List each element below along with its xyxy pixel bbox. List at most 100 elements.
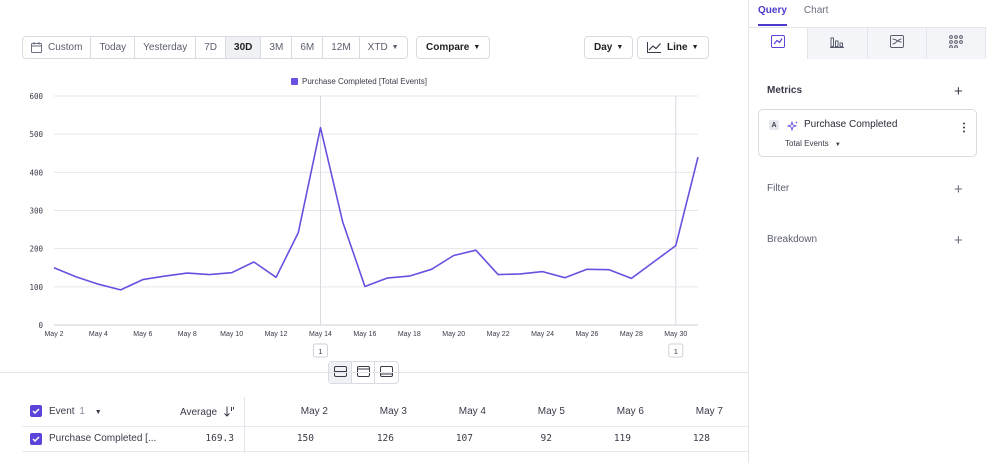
table-column-separator [244, 397, 245, 453]
row-event-name[interactable]: Purchase Completed [... [49, 433, 157, 444]
chevron-down-icon: ▼ [391, 44, 399, 51]
range-3m-button[interactable]: 3M [261, 37, 293, 58]
chart-table-divider [0, 372, 748, 373]
range-custom-label: Custom [48, 42, 83, 53]
check-icon [32, 408, 40, 414]
table-row: Purchase Completed [... 169.3 150 126 10… [22, 426, 748, 452]
chart-grid [54, 95, 698, 326]
grid-chart-type-button[interactable] [926, 28, 986, 59]
chevron-down-icon: ▼ [834, 142, 841, 148]
add-metric-button[interactable]: + [954, 83, 963, 100]
x-tick-label: May 24 [531, 331, 554, 338]
calendar-icon [31, 42, 42, 53]
annotation-label: 1 [318, 347, 322, 356]
y-tick-label: 400 [29, 168, 43, 177]
bar-chart-icon [830, 35, 845, 53]
row-date-value: 107 [455, 433, 473, 444]
metric-name: Purchase Completed [804, 119, 898, 130]
annotation-marker [312, 343, 328, 358]
tab-query[interactable]: Query [758, 5, 787, 26]
annotation-label: 1 [674, 347, 678, 356]
row-date-value: 119 [613, 433, 631, 444]
chart-type-label: Line [667, 42, 688, 53]
metric-measure-dropdown[interactable]: Total Events ▼ [785, 139, 841, 148]
y-tick-label: 600 [29, 92, 43, 101]
select-all-checkbox[interactable] [30, 405, 42, 417]
split-view-icon [333, 364, 347, 382]
average-header-label: Average [180, 407, 218, 418]
line-chart-type-button[interactable] [749, 28, 809, 59]
range-6m-button[interactable]: 6M [292, 37, 324, 58]
x-tick-label: May 6 [133, 331, 152, 338]
x-tick-label: May 2 [44, 331, 63, 338]
table-view-icon [380, 364, 393, 382]
x-tick-label: May 20 [442, 331, 465, 338]
annotation-marker [668, 343, 684, 358]
chart-series [53, 126, 699, 291]
x-tick-label: May 16 [353, 331, 376, 338]
range-xtd-label: XTD [367, 42, 388, 53]
average-column-header[interactable]: Average [180, 406, 235, 420]
chevron-down-icon: ▼ [616, 44, 624, 51]
chart-type-dropdown[interactable]: Line ▼ [637, 36, 709, 59]
bar-chart-type-button[interactable] [808, 28, 868, 59]
table-only-view-button[interactable] [375, 362, 398, 383]
range-7d-button[interactable]: 7D [196, 37, 227, 58]
flow-chart-icon [889, 34, 904, 53]
y-tick-label: 500 [29, 130, 43, 139]
flow-chart-type-button[interactable] [867, 28, 927, 59]
x-tick-label: May 30 [664, 331, 687, 338]
range-xtd-button[interactable]: XTD ▼ [360, 37, 407, 58]
more-options-icon[interactable] [962, 120, 966, 138]
granularity-dropdown[interactable]: Day ▼ [584, 36, 634, 59]
line-chart-icon [771, 34, 786, 53]
range-yesterday-button[interactable]: Yesterday [135, 37, 197, 58]
x-tick-label: May 8 [178, 331, 197, 338]
range-custom-button[interactable]: Custom [23, 37, 92, 58]
date-column-header[interactable]: May 7 [695, 406, 723, 417]
date-column-header[interactable]: May 6 [616, 406, 644, 417]
x-tick-label: May 12 [265, 331, 288, 338]
compare-label: Compare [426, 42, 470, 53]
y-tick-label: 200 [29, 245, 43, 254]
sparkle-icon [786, 119, 798, 137]
chevron-down-icon: ▼ [691, 44, 699, 51]
line-chart: 0 100 200 300 400 500 600 May 2 May 4 May 6 May 8… [29, 92, 699, 358]
metric-measure-label: Total Events [785, 139, 829, 148]
event-count: 1 [79, 406, 85, 417]
tab-chart[interactable]: Chart [803, 5, 829, 16]
y-tick-label: 300 [29, 207, 43, 216]
event-column-header[interactable]: Event 1 ▼ [49, 406, 102, 417]
y-axis: 0 100 200 300 400 500 600 [29, 92, 43, 330]
metrics-section-title: Metrics [767, 85, 803, 96]
range-today-button[interactable]: Today [91, 37, 136, 58]
date-range-selector: Custom Today Yesterday 7D 30D 3M 6M 12M … [22, 36, 408, 59]
add-breakdown-button[interactable]: + [954, 232, 963, 249]
granularity-label: Day [594, 42, 613, 53]
metric-letter-badge: A [769, 120, 779, 130]
range-12m-button[interactable]: 12M [323, 37, 360, 58]
sort-descending-icon [224, 406, 235, 420]
x-tick-label: May 26 [575, 331, 598, 338]
date-column-header[interactable]: May 4 [458, 406, 486, 417]
chart-view-icon [356, 364, 370, 382]
x-tick-label: May 14 [309, 331, 332, 338]
date-column-header[interactable]: May 2 [300, 406, 328, 417]
check-icon [32, 436, 40, 442]
chart-legend[interactable]: Purchase Completed [Total Events] [291, 77, 427, 86]
row-checkbox[interactable] [30, 433, 42, 445]
event-header-label: Event [49, 406, 75, 417]
x-tick-label: May 18 [398, 331, 421, 338]
add-filter-button[interactable]: + [954, 181, 963, 198]
range-30d-button[interactable]: 30D [226, 37, 262, 58]
metric-card[interactable]: A Purchase Completed Total Events ▼ [758, 109, 977, 157]
date-column-header[interactable]: May 5 [537, 406, 565, 417]
date-column-header[interactable]: May 3 [379, 406, 407, 417]
filter-section-title: Filter [767, 183, 790, 194]
panel-divider [748, 0, 749, 463]
row-date-value: 126 [376, 433, 394, 444]
compare-dropdown[interactable]: Compare ▼ [416, 36, 491, 59]
row-average-value: 169.3 [205, 433, 234, 444]
x-tick-label: May 28 [620, 331, 643, 338]
